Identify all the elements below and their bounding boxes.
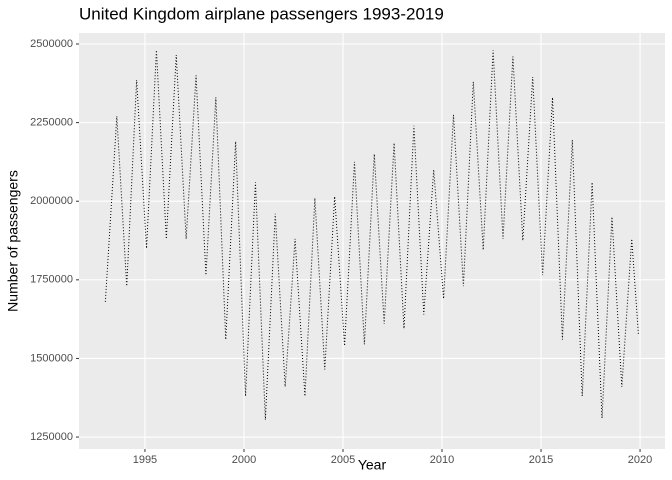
y-axis-title: Number of passengers (5, 170, 21, 312)
y-tick-label: 2000000 (30, 195, 73, 207)
y-tick-label: 1250000 (30, 431, 73, 443)
x-tick-label: 1995 (133, 454, 157, 466)
y-tick-label: 1500000 (30, 352, 73, 364)
x-tick-label: 2005 (331, 454, 355, 466)
y-tick-label: 2250000 (30, 117, 73, 129)
x-tick-label: 2010 (430, 454, 454, 466)
panel (79, 33, 665, 449)
chart-title: United Kingdom airplane passengers 1993-… (79, 4, 444, 23)
x-tick-label: 2020 (628, 454, 652, 466)
x-axis-title: Year (358, 457, 387, 473)
y-tick-label: 2500000 (30, 38, 73, 50)
series-line (104, 50, 639, 420)
x-tick-label: 2000 (232, 454, 256, 466)
y-tick-label: 1750000 (30, 274, 73, 286)
x-tick-label: 2015 (529, 454, 553, 466)
